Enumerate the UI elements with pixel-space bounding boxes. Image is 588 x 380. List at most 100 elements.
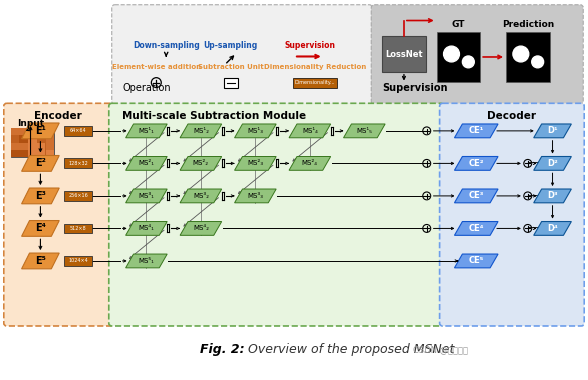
FancyBboxPatch shape xyxy=(11,128,54,157)
Text: MS⁴₂: MS⁴₂ xyxy=(193,225,209,231)
FancyBboxPatch shape xyxy=(223,78,238,87)
Text: 256×16: 256×16 xyxy=(68,193,88,198)
Text: Element-wise addition: Element-wise addition xyxy=(112,64,201,70)
Text: Multi-scale Subtraction Module: Multi-scale Subtraction Module xyxy=(122,111,306,121)
Text: Overview of the proposed MSNet: Overview of the proposed MSNet xyxy=(245,343,455,356)
Polygon shape xyxy=(455,222,498,235)
FancyBboxPatch shape xyxy=(45,128,54,135)
Polygon shape xyxy=(22,253,59,269)
Circle shape xyxy=(532,56,544,68)
Text: Encoder: Encoder xyxy=(34,111,82,121)
Polygon shape xyxy=(180,124,222,138)
Text: MS³₂: MS³₂ xyxy=(193,193,209,199)
FancyBboxPatch shape xyxy=(19,135,28,142)
Text: CE⁴: CE⁴ xyxy=(469,224,484,233)
Text: GT: GT xyxy=(452,20,465,29)
Polygon shape xyxy=(126,124,167,138)
Polygon shape xyxy=(235,124,276,138)
Text: D²: D² xyxy=(547,159,558,168)
Polygon shape xyxy=(534,189,572,203)
FancyBboxPatch shape xyxy=(4,103,113,326)
Text: 512×8: 512×8 xyxy=(70,226,86,231)
Circle shape xyxy=(513,46,529,62)
Text: E³: E³ xyxy=(35,191,46,201)
Text: Input: Input xyxy=(17,119,44,128)
Polygon shape xyxy=(289,124,330,138)
FancyBboxPatch shape xyxy=(28,135,36,142)
Text: E⁴: E⁴ xyxy=(35,223,46,233)
Polygon shape xyxy=(180,157,222,170)
Text: MS³₁: MS³₁ xyxy=(138,193,154,199)
Text: Subtraction Unit: Subtraction Unit xyxy=(198,64,263,70)
Polygon shape xyxy=(180,189,222,203)
FancyBboxPatch shape xyxy=(506,32,550,82)
Circle shape xyxy=(462,56,475,68)
FancyBboxPatch shape xyxy=(37,150,45,157)
Polygon shape xyxy=(22,123,59,139)
FancyBboxPatch shape xyxy=(37,135,45,142)
Text: MS²₃: MS²₃ xyxy=(248,160,263,166)
Text: D⁴: D⁴ xyxy=(547,224,558,233)
Text: Operation: Operation xyxy=(123,84,171,93)
Polygon shape xyxy=(289,157,330,170)
FancyBboxPatch shape xyxy=(45,135,54,142)
Text: Dimensionality...: Dimensionality... xyxy=(295,80,335,85)
Text: D¹: D¹ xyxy=(547,127,558,135)
Text: 64×64: 64×64 xyxy=(70,128,86,133)
Text: Supervision: Supervision xyxy=(382,84,447,93)
FancyBboxPatch shape xyxy=(64,158,92,168)
Polygon shape xyxy=(22,220,59,236)
Text: LossNet: LossNet xyxy=(385,49,423,59)
Polygon shape xyxy=(534,124,572,138)
Text: E¹: E¹ xyxy=(35,126,46,136)
Text: CE⁵: CE⁵ xyxy=(469,256,484,266)
Polygon shape xyxy=(455,157,498,170)
Text: MS¹₂: MS¹₂ xyxy=(193,128,209,134)
Polygon shape xyxy=(126,222,167,235)
FancyBboxPatch shape xyxy=(19,128,28,135)
Polygon shape xyxy=(534,157,572,170)
Polygon shape xyxy=(235,157,276,170)
Text: MS³₃: MS³₃ xyxy=(248,193,263,199)
Text: Down-sampling: Down-sampling xyxy=(133,41,199,50)
Polygon shape xyxy=(455,254,498,268)
Text: MS⁴₁: MS⁴₁ xyxy=(138,225,154,231)
FancyBboxPatch shape xyxy=(28,143,36,150)
Polygon shape xyxy=(22,188,59,204)
FancyBboxPatch shape xyxy=(112,5,372,104)
Polygon shape xyxy=(126,189,167,203)
Text: MS¹₄: MS¹₄ xyxy=(302,128,318,134)
Text: Fig. 2:: Fig. 2: xyxy=(200,343,245,356)
FancyBboxPatch shape xyxy=(11,150,19,157)
FancyBboxPatch shape xyxy=(371,5,583,104)
FancyBboxPatch shape xyxy=(37,143,45,150)
Text: CE³: CE³ xyxy=(469,192,484,200)
FancyBboxPatch shape xyxy=(11,143,19,150)
Polygon shape xyxy=(534,222,572,235)
Text: E⁵: E⁵ xyxy=(35,256,46,266)
Text: Dimensionality Reduction: Dimensionality Reduction xyxy=(263,64,366,70)
Text: CE¹: CE¹ xyxy=(469,127,484,135)
FancyBboxPatch shape xyxy=(109,103,443,326)
Polygon shape xyxy=(455,124,498,138)
Polygon shape xyxy=(22,155,59,171)
Text: MS¹₁: MS¹₁ xyxy=(138,128,154,134)
Text: Up-sampling: Up-sampling xyxy=(203,41,258,50)
Polygon shape xyxy=(455,189,498,203)
FancyBboxPatch shape xyxy=(28,150,36,157)
Text: MS¹₃: MS¹₃ xyxy=(248,128,263,134)
FancyBboxPatch shape xyxy=(437,32,480,82)
Polygon shape xyxy=(180,222,222,235)
Polygon shape xyxy=(235,189,276,203)
Text: E²: E² xyxy=(35,158,46,168)
Text: MS⁵₁: MS⁵₁ xyxy=(138,258,154,264)
Text: CSDN @蓝海渔夫: CSDN @蓝海渔夫 xyxy=(413,345,468,354)
Text: 128×32: 128×32 xyxy=(68,161,88,166)
FancyBboxPatch shape xyxy=(37,128,45,135)
Text: MS²₁: MS²₁ xyxy=(138,160,155,166)
Text: D³: D³ xyxy=(547,192,558,200)
Polygon shape xyxy=(343,124,385,138)
Circle shape xyxy=(443,46,459,62)
FancyBboxPatch shape xyxy=(440,103,584,326)
Text: CE²: CE² xyxy=(469,159,484,168)
